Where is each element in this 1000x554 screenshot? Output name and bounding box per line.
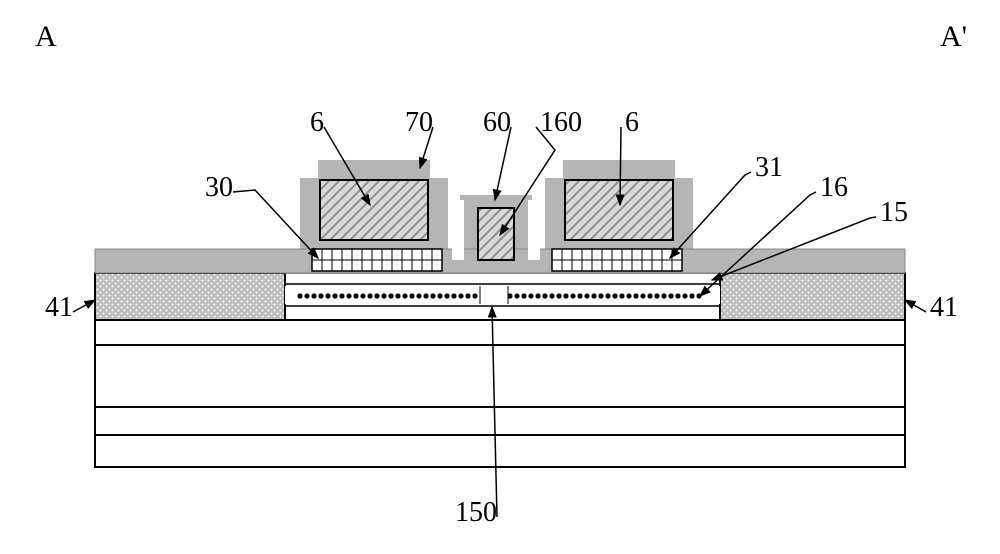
callout-70: 70 bbox=[405, 107, 433, 139]
substrate-layers bbox=[95, 320, 905, 467]
block-160 bbox=[478, 208, 514, 260]
diagram-svg bbox=[0, 0, 1000, 554]
callout-6L: 6 bbox=[310, 107, 324, 139]
callout-6R: 6 bbox=[625, 107, 639, 139]
callout-150: 150 bbox=[455, 497, 497, 529]
callout-30: 30 bbox=[205, 172, 233, 204]
callout-41R: 41 bbox=[930, 292, 958, 324]
callout-31: 31 bbox=[755, 152, 783, 184]
region-41 bbox=[95, 273, 905, 320]
callout-16: 16 bbox=[820, 172, 848, 204]
callout-15: 15 bbox=[880, 197, 908, 229]
callout-60: 60 bbox=[483, 107, 511, 139]
callout-160: 160 bbox=[540, 107, 582, 139]
callout-41L: 41 bbox=[45, 292, 73, 324]
